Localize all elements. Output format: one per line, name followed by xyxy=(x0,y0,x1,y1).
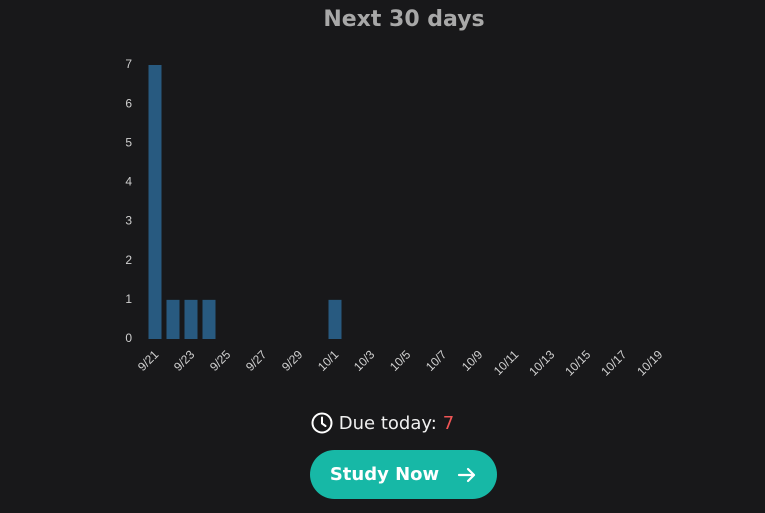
x-tick-label: 10/5 xyxy=(387,347,414,374)
x-tick-label: 10/19 xyxy=(634,347,665,378)
y-tick-label: 1 xyxy=(125,292,132,306)
study-now-button[interactable]: Study Now xyxy=(310,450,497,499)
y-tick-label: 0 xyxy=(125,331,132,345)
arrow-icon xyxy=(458,467,476,482)
due-today: Due today: 7 xyxy=(0,412,765,434)
y-tick-label: 2 xyxy=(125,253,132,267)
bar xyxy=(166,299,180,339)
x-tick-label: 9/23 xyxy=(171,347,198,374)
x-tick-label: 10/11 xyxy=(491,347,522,378)
x-tick-label: 10/15 xyxy=(562,347,593,378)
y-tick-label: 3 xyxy=(125,214,132,228)
x-tick-label: 10/9 xyxy=(459,347,486,374)
x-tick-label: 10/17 xyxy=(598,347,629,378)
chart: Next 30 days 0 1 2 3 4 5 6 7 9/21 9/23 9/25 9/27 9/2… xyxy=(125,7,665,379)
clock-icon xyxy=(311,412,333,434)
bar xyxy=(148,65,162,339)
x-tick-label: 10/13 xyxy=(526,347,557,378)
x-tick-label: 10/1 xyxy=(315,347,342,374)
bar xyxy=(202,299,216,339)
x-tick-label: 10/7 xyxy=(423,347,450,374)
x-tick-label: 10/3 xyxy=(351,347,378,374)
bar xyxy=(184,299,198,339)
x-tick-label: 9/21 xyxy=(135,347,162,374)
y-tick-label: 7 xyxy=(125,57,132,71)
y-tick-label: 5 xyxy=(125,135,132,149)
due-label: Due today: xyxy=(338,412,437,434)
x-tick-label: 9/29 xyxy=(279,347,306,374)
x-tick-label: 9/25 xyxy=(207,347,234,374)
x-tick-label: 9/27 xyxy=(243,347,270,374)
y-tick-label: 4 xyxy=(125,175,132,189)
chart-title: Next 30 days xyxy=(323,7,484,32)
y-tick-label: 6 xyxy=(125,96,132,110)
bar xyxy=(328,299,342,339)
button-label: Study Now xyxy=(329,464,440,485)
due-count: 7 xyxy=(442,412,455,434)
